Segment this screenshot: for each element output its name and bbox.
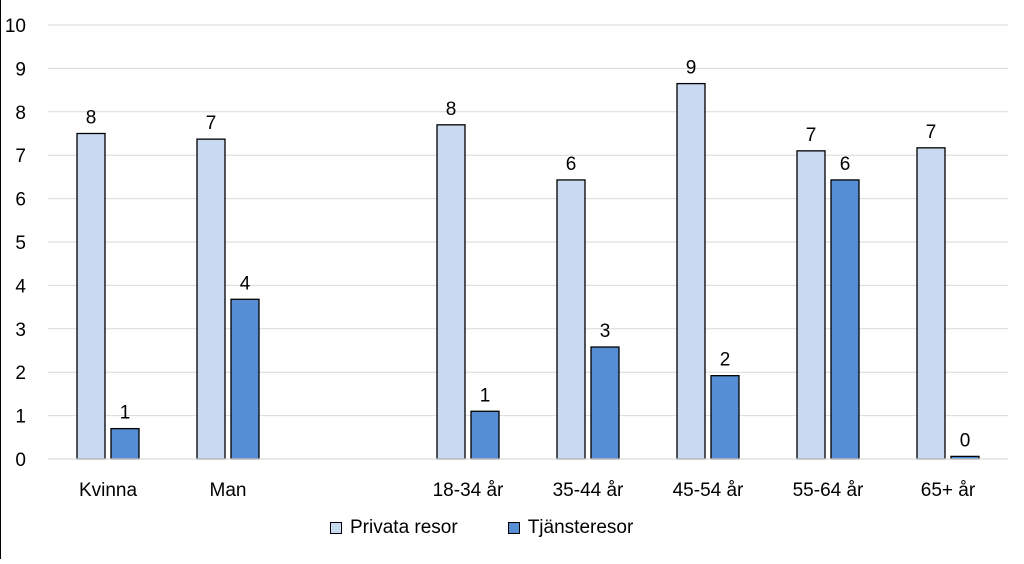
- data-label: 8: [446, 99, 457, 120]
- data-label: 6: [840, 154, 851, 175]
- bar: [76, 132, 106, 460]
- bar: [556, 179, 586, 460]
- data-label: 1: [120, 403, 131, 424]
- legend-label-privata-resor: Privata resor: [350, 517, 458, 538]
- x-tick-label: 45-54 år: [673, 480, 744, 501]
- legend-label-tjansteresor: Tjänsteresor: [527, 517, 634, 538]
- x-tick-label: 35-44 år: [553, 480, 624, 501]
- bar: [436, 124, 466, 460]
- x-tick-label: Man: [210, 480, 247, 501]
- legend: Privata resor Tjänsteresor: [330, 514, 633, 542]
- bar: [916, 147, 946, 460]
- y-tick-label: 7: [15, 146, 26, 167]
- y-tick-label: 5: [15, 233, 26, 254]
- y-tick-label: 3: [15, 320, 26, 341]
- legend-swatch-privata-resor: [330, 522, 342, 534]
- legend-item-privata-resor: Privata resor: [330, 517, 458, 539]
- data-label: 7: [206, 113, 217, 134]
- legend-swatch-tjansteresor: [507, 522, 520, 534]
- data-label: 7: [806, 125, 817, 146]
- y-tick-label: 9: [15, 59, 26, 80]
- bar: [796, 150, 826, 460]
- y-tick-label: 0: [15, 450, 26, 471]
- y-tick-label: 6: [15, 190, 26, 211]
- data-label: 4: [240, 273, 251, 294]
- x-tick-label: 65+ år: [921, 480, 976, 501]
- bar: [110, 427, 140, 460]
- y-tick-label: 2: [15, 363, 26, 384]
- data-label: 3: [600, 321, 611, 342]
- bar: [230, 298, 260, 460]
- data-label: 7: [926, 122, 937, 143]
- data-label: 1: [480, 385, 491, 406]
- y-tick-label: 1: [15, 407, 26, 428]
- data-label: 0: [960, 430, 971, 451]
- bar: [590, 346, 620, 460]
- bar: [676, 82, 706, 460]
- data-label: 9: [686, 58, 697, 79]
- y-tick-label: 8: [15, 103, 26, 124]
- x-tick-label: Kvinna: [79, 480, 138, 501]
- data-label: 6: [566, 154, 577, 175]
- bar: [196, 138, 226, 460]
- bar: [830, 179, 860, 460]
- data-label: 8: [86, 108, 97, 129]
- y-tick-label: 10: [5, 16, 26, 37]
- x-tick-label: 18-34 år: [433, 480, 504, 501]
- y-tick-label: 4: [15, 276, 26, 297]
- bar: [710, 375, 740, 460]
- data-label: 2: [720, 350, 731, 371]
- bar: [470, 410, 500, 460]
- legend-item-tjansteresor: Tjänsteresor: [507, 517, 634, 539]
- x-tick-label: 55-64 år: [793, 480, 864, 501]
